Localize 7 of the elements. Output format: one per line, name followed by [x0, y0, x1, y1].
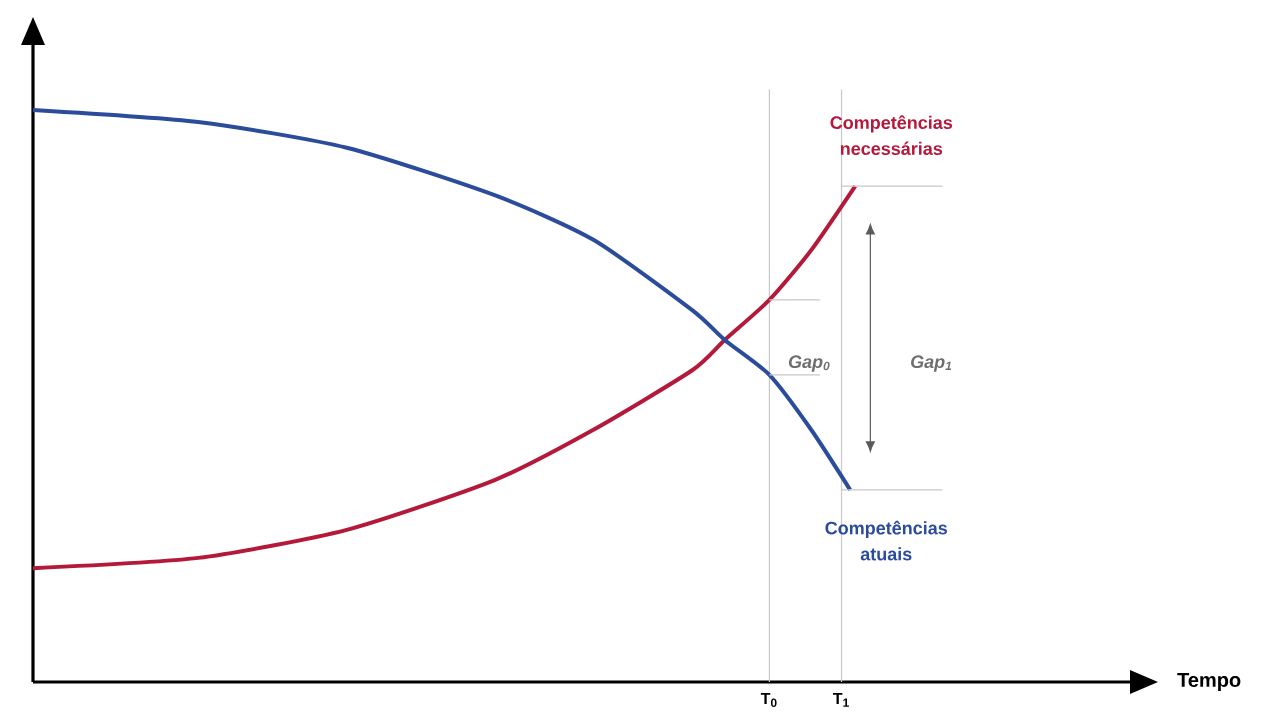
text: Competências atuais [825, 520, 948, 561]
x-tick-label: T$_{1}$ [832, 693, 849, 707]
x-axis-title: Tempo [1177, 673, 1241, 691]
x-tick-label: T$_{0}$ [760, 693, 777, 708]
text: Competências necessárias [830, 115, 953, 156]
annotation: Gap$_{1}$ [911, 355, 952, 372]
annotation: Gap$_{0}$ [788, 355, 830, 372]
